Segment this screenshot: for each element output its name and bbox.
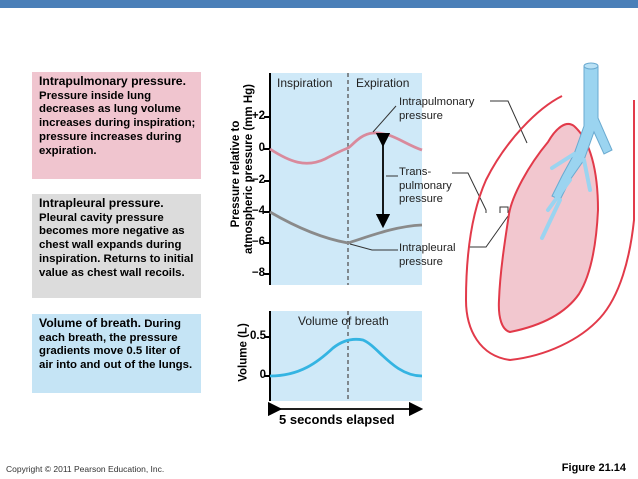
volume-heading: Volume of breath. — [39, 316, 142, 330]
volume-body: During each breath, the pressure gradien… — [39, 318, 193, 372]
leader-lung-intrapleural — [468, 215, 509, 248]
tick-plus2: +2 — [251, 110, 265, 122]
leader-lung-transpulmonary — [452, 172, 487, 213]
tick-vol-0: 0 — [259, 369, 266, 381]
label-intrapulmonary: Intrapulmonary pressure — [399, 96, 475, 122]
phase-expiration: Expiration — [356, 76, 410, 90]
leader-lung-intrapulmonary — [490, 100, 528, 144]
leader-intrapulmonary — [372, 105, 397, 133]
volume-title: Volume of breath — [298, 314, 389, 328]
label-transpulmonary: Trans- pulmonary pressure — [399, 166, 452, 205]
chest-wall — [464, 95, 635, 362]
leader-intrapleural — [349, 243, 398, 251]
intrapleural-heading: Intrapleural pressure. — [39, 196, 164, 210]
tick-minus4: −4 — [251, 205, 265, 217]
top-bar — [0, 0, 638, 8]
lung-illustration — [464, 62, 635, 362]
intrapulmonary-box: Intrapulmonary pressure. Pressure inside… — [32, 72, 201, 179]
figure-number: Figure 21.14 — [561, 462, 626, 474]
tick-0: 0 — [258, 142, 265, 154]
time-label: 5 seconds elapsed — [279, 412, 395, 427]
volume-panel — [270, 311, 422, 401]
airway-branches — [540, 152, 592, 240]
pressure-tick-marks — [264, 116, 270, 275]
bracket-pleura — [499, 206, 509, 213]
volume-curve — [269, 337, 423, 378]
label-intrapleural: Intrapleural pressure — [399, 242, 456, 268]
copyright: Copyright © 2011 Pearson Education, Inc. — [6, 464, 165, 474]
tick-minus8: −8 — [251, 267, 265, 279]
tick-vol-05: 0.5 — [250, 330, 266, 342]
volume-tick-marks — [264, 336, 270, 377]
volume-box: Volume of breath. During each breath, th… — [32, 314, 201, 393]
tick-minus2: −2 — [251, 174, 265, 186]
trachea-opening — [583, 62, 599, 70]
intrapulmonary-curve — [269, 131, 423, 165]
airway-tree — [551, 65, 613, 201]
intrapulmonary-body: Pressure inside lung decreases as lung v… — [39, 89, 196, 157]
intrapleural-box: Intrapleural pressure. Pleural cavity pr… — [32, 194, 201, 298]
intrapleural-curve — [269, 210, 423, 245]
intrapulmonary-heading: Intrapulmonary pressure. — [39, 74, 186, 88]
phase-inspiration: Inspiration — [277, 76, 333, 90]
tick-minus6: −6 — [251, 236, 265, 248]
intrapleural-body: Pleural cavity pressure becomes more neg… — [39, 211, 194, 279]
